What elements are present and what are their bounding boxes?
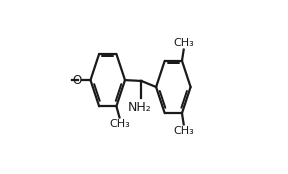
Text: CH₃: CH₃ [173, 126, 194, 136]
Text: CH₃: CH₃ [109, 119, 130, 129]
Text: NH₂: NH₂ [128, 101, 151, 114]
Text: CH₃: CH₃ [173, 38, 194, 48]
Text: O: O [72, 74, 82, 87]
